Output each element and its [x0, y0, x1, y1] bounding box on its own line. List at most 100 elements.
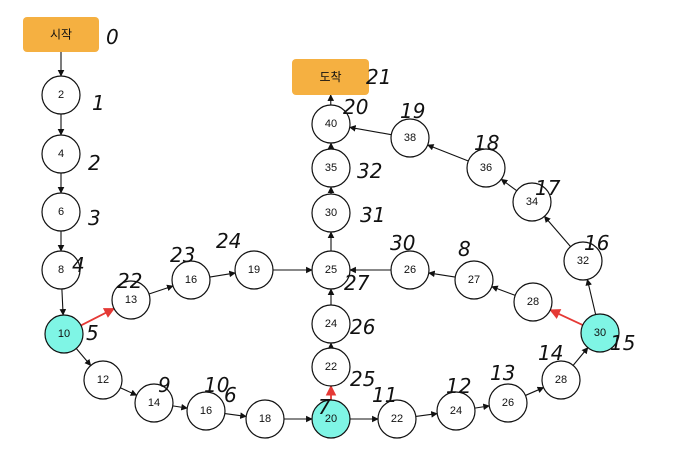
node-label: 14 [148, 397, 160, 409]
edge-n26a-to-n28a [525, 386, 545, 396]
annotation-a12: 12 [446, 374, 471, 398]
node-circle [390, 118, 430, 158]
node-circle [83, 360, 123, 400]
node-n16a: 16 [171, 260, 211, 300]
node-circle [390, 250, 430, 290]
node-circle [513, 282, 553, 322]
node-circle [311, 104, 351, 144]
node-circle [41, 250, 81, 290]
node-label: 22 [325, 361, 337, 373]
annotation-a19: 19 [400, 99, 425, 123]
node-circle [436, 391, 476, 431]
node-label: 16 [200, 405, 212, 417]
annotation-a18: 18 [474, 131, 499, 155]
start-label: 시작 [50, 28, 72, 42]
node-n38: 38 [390, 118, 430, 158]
edge-n10-to-n13 [80, 307, 116, 327]
edge-n12-to-n14a [120, 387, 138, 396]
node-label: 40 [325, 118, 337, 130]
node-n36: 36 [466, 148, 506, 188]
node-label: 34 [526, 196, 538, 208]
node-label: 12 [97, 374, 109, 386]
annotation-a32: 32 [357, 159, 382, 183]
annotation-a6: 6 [224, 383, 237, 407]
node-label: 4 [58, 148, 64, 160]
annotation-a14: 14 [538, 341, 563, 365]
edge-n14a-to-n16b [172, 403, 188, 411]
goal-label: 도착 [319, 70, 341, 84]
node-circle [454, 260, 494, 300]
node-label: 2 [58, 89, 64, 101]
node-circle [311, 193, 351, 233]
annotation-a3: 3 [88, 206, 101, 230]
node-circle [44, 314, 84, 354]
node-circle [171, 260, 211, 300]
node-n16b: 16 [186, 391, 226, 431]
edge-n8-to-n10 [59, 288, 67, 316]
edge-n32-to-n34 [543, 215, 571, 247]
start-box: 시작 [23, 17, 99, 52]
annotation-a11: 11 [372, 383, 397, 407]
node-n40: 40 [311, 104, 351, 144]
edge-n16a-to-n19 [209, 270, 236, 278]
node-label: 35 [325, 162, 337, 174]
node-n34: 34 [512, 182, 552, 222]
annotation-a15: 15 [610, 331, 635, 355]
node-n28b: 28 [513, 282, 553, 322]
edge-n27-to-n26b [428, 270, 456, 278]
node-n2: 2 [41, 75, 81, 115]
node-n30a: 30 [311, 193, 351, 233]
annotation-a13: 13 [490, 361, 515, 385]
node-n28a: 28 [541, 360, 581, 400]
node-circle [134, 383, 174, 423]
annotation-a24: 24 [216, 229, 241, 253]
node-label: 20 [325, 413, 337, 425]
node-label: 16 [185, 274, 197, 286]
node-circle [466, 148, 506, 188]
node-label: 26 [502, 397, 514, 409]
annotation-a17: 17 [535, 176, 561, 200]
edge-n13-to-n16a [148, 284, 174, 295]
annotation-a20: 20 [343, 95, 368, 119]
annotation-a0: 0 [106, 25, 119, 49]
node-n27: 27 [454, 260, 494, 300]
node-label: 38 [404, 132, 416, 144]
edge-n24b-to-n26a [474, 403, 490, 411]
node-n24b: 24 [436, 391, 476, 431]
edge-n30b-to-n32 [585, 278, 597, 315]
annotation-a16: 16 [584, 231, 609, 255]
annotation-a1: 1 [92, 91, 105, 115]
annotation-a2: 2 [88, 151, 101, 175]
node-n20: 20 [311, 399, 351, 439]
node-circle [234, 250, 274, 290]
node-circle [580, 313, 620, 353]
edge-n22b-to-n24b [415, 411, 438, 418]
annotation-a21: 21 [366, 65, 391, 89]
annotation-a8: 8 [458, 237, 471, 261]
edge-n10-to-n12 [75, 348, 92, 367]
node-label: 30 [325, 207, 337, 219]
node-n4: 4 [41, 134, 81, 174]
node-circle [41, 192, 81, 232]
goal-box: 도착 [292, 59, 369, 95]
node-label: 32 [577, 255, 589, 267]
node-label: 28 [527, 296, 539, 308]
node-circle [311, 399, 351, 439]
annotation-a22: 22 [117, 269, 142, 293]
node-n26b: 26 [390, 250, 430, 290]
edge-n28b-to-n27 [491, 285, 516, 296]
node-label: 18 [259, 413, 271, 425]
node-n6: 6 [41, 192, 81, 232]
node-label: 28 [555, 374, 567, 386]
node-circle [311, 250, 351, 290]
node-label: 8 [58, 264, 64, 276]
annotation-a4: 4 [72, 253, 85, 277]
node-circle [311, 148, 351, 188]
node-n30b: 30 [580, 313, 620, 353]
annotation-a10: 10 [204, 373, 229, 397]
node-circle [311, 304, 351, 344]
annotation-a23: 23 [170, 243, 195, 267]
node-label: 22 [391, 413, 403, 425]
node-n35: 35 [311, 148, 351, 188]
